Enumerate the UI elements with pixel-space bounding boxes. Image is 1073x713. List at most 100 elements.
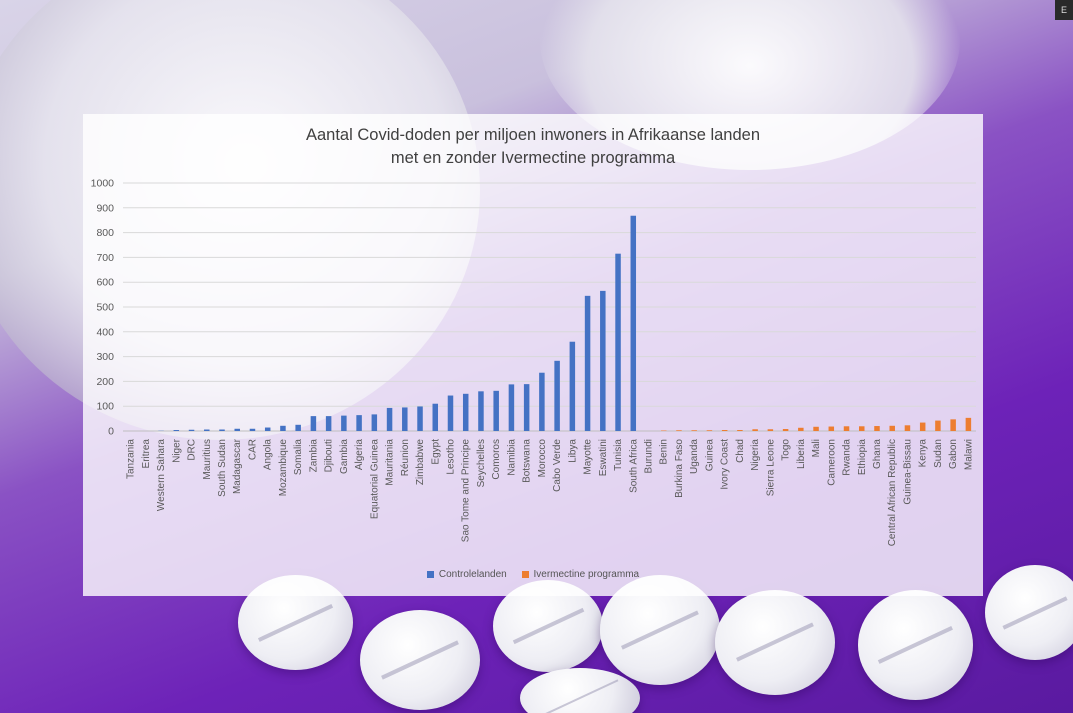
bar — [569, 341, 576, 431]
x-tick-label: Ghana — [872, 439, 883, 469]
bar — [371, 414, 378, 431]
x-tick-label: Gabon — [948, 439, 959, 469]
x-tick-label: Guinea-Bissau — [902, 439, 913, 505]
y-tick-label: 800 — [96, 227, 114, 239]
legend-label-controlelanden: Controlelanden — [438, 569, 507, 580]
bar — [539, 372, 545, 431]
x-tick-label: Comoros — [491, 439, 502, 480]
x-tick-label: Rwanda — [842, 439, 853, 476]
chart-panel: Aantal Covid-doden per miljoen inwoners … — [83, 114, 983, 596]
x-tick-label: Morocco — [537, 439, 548, 478]
bar — [813, 426, 819, 431]
bar — [356, 415, 362, 431]
y-tick-label: 500 — [96, 302, 114, 314]
bar — [691, 430, 697, 431]
pill — [858, 590, 973, 700]
bar — [950, 419, 956, 431]
y-tick-label: 700 — [96, 252, 114, 264]
bar — [874, 426, 880, 431]
x-tick-label: Liberia — [796, 439, 807, 469]
legend-item-ivermectine: Ivermectine programma — [521, 569, 640, 580]
legend-swatch-blue — [426, 571, 434, 578]
x-tick-label: Egypt — [430, 439, 441, 465]
bar — [249, 428, 256, 431]
x-tick-label: Guinea — [704, 439, 715, 472]
y-tick-label: 200 — [96, 376, 114, 388]
bar — [706, 430, 713, 431]
x-tick-label: Benin — [659, 439, 670, 465]
bar — [965, 417, 972, 431]
bar — [386, 407, 393, 431]
pill — [520, 668, 640, 713]
x-tick-label: Lesotho — [445, 439, 456, 475]
bar — [508, 384, 515, 431]
x-tick-label: Mauritania — [385, 439, 396, 486]
bar — [402, 407, 408, 431]
pill — [360, 610, 480, 710]
x-tick-label: Central African Republic — [887, 439, 898, 546]
bar — [264, 427, 271, 431]
bar — [493, 390, 499, 431]
x-tick-label: Mayotte — [583, 439, 594, 475]
bar — [234, 428, 240, 431]
x-tick-label: Burkina Faso — [674, 439, 685, 498]
x-tick-label: Burundi — [644, 439, 655, 473]
legend: Controlelanden Ivermectine programma — [83, 569, 983, 581]
bar — [782, 429, 789, 431]
x-tick-label: Tanzania — [126, 439, 137, 479]
bar — [859, 426, 865, 431]
bar — [462, 393, 469, 431]
x-tick-label: Mali — [811, 439, 822, 457]
x-tick-label: Cameroon — [826, 439, 837, 486]
legend-item-controlelanden: Controlelanden — [426, 569, 507, 580]
x-tick-label: Seychelles — [476, 439, 487, 487]
x-tick-label: Mozambique — [278, 439, 289, 497]
y-tick-label: 600 — [96, 277, 114, 289]
x-tick-label: Zimbabwe — [415, 439, 426, 486]
bar — [554, 360, 560, 431]
bar — [280, 425, 286, 431]
bar — [584, 295, 591, 431]
bar — [310, 416, 317, 431]
x-tick-label: Angola — [263, 439, 274, 471]
x-tick-label: Western Sahara — [156, 439, 167, 512]
x-tick-label: Eswatini — [598, 439, 609, 476]
x-tick-label: Algeria — [354, 439, 365, 471]
x-tick-label: Madagascar — [232, 438, 243, 494]
bar — [767, 429, 774, 431]
x-tick-label: CAR — [247, 439, 258, 460]
bar — [676, 430, 682, 431]
x-tick-label: Libya — [567, 439, 578, 463]
bar — [935, 420, 941, 431]
y-tick-label: 1000 — [91, 178, 115, 190]
x-tick-label: Equatorial Guinea — [369, 439, 380, 519]
bar — [721, 430, 728, 431]
x-tick-label: Nigeria — [750, 439, 761, 471]
legend-swatch-orange — [521, 571, 529, 578]
x-tick-label: Djibouti — [324, 439, 335, 472]
bar — [828, 426, 835, 431]
x-tick-label: Niger — [171, 438, 182, 463]
pill — [715, 590, 835, 695]
x-tick-label: Kenya — [918, 439, 929, 468]
x-tick-label: Gambia — [339, 439, 350, 474]
x-tick-label: Malawi — [963, 439, 974, 470]
x-tick-label: Ethiopia — [857, 439, 868, 476]
bar — [843, 426, 850, 431]
x-tick-label: Eritrea — [141, 439, 152, 469]
x-tick-label: Sudan — [933, 439, 944, 468]
legend-label-ivermectine: Ivermectine programma — [533, 569, 640, 580]
x-tick-label: Zambia — [308, 439, 319, 473]
bar — [615, 253, 621, 431]
x-tick-label: Cabo Verde — [552, 439, 563, 492]
bar — [889, 425, 895, 431]
x-tick-label: South Africa — [628, 439, 639, 493]
corner-button[interactable]: E — [1055, 0, 1073, 20]
x-tick-label: Chad — [735, 439, 746, 463]
bar — [295, 424, 301, 431]
bar — [325, 416, 332, 431]
y-tick-label: 400 — [96, 326, 114, 338]
x-tick-label: Togo — [781, 439, 792, 461]
x-tick-label: Botswana — [522, 439, 533, 483]
